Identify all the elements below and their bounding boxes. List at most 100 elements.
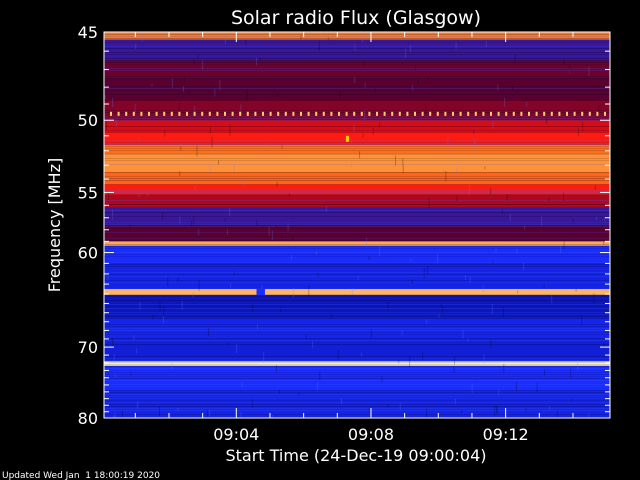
- dotted-line-mark: [497, 111, 500, 116]
- dotted-line-mark: [163, 111, 166, 116]
- dotted-line-mark: [186, 111, 188, 116]
- dotted-line-mark: [345, 111, 348, 116]
- frequency-band-10: [104, 184, 610, 196]
- dotted-line-mark: [543, 111, 546, 116]
- dotted-line-mark: [132, 111, 135, 116]
- y-axis: 45 50 55 60 70 80: [78, 23, 610, 428]
- dotted-line-mark: [193, 111, 196, 116]
- plot-area: [104, 32, 610, 418]
- dotted-line-mark: [596, 111, 599, 116]
- dotted-line-mark: [277, 111, 280, 116]
- dotted-line-mark: [474, 111, 477, 116]
- dotted-line-mark: [125, 111, 128, 116]
- x-axis-label: Start Time (24-Dec-19 09:00:04): [225, 446, 486, 465]
- x-axis: 09:04 09:08 09:12: [134, 32, 574, 444]
- band-gap: [256, 288, 265, 295]
- dotted-line-mark: [208, 111, 211, 116]
- dotted-line-mark: [558, 111, 561, 116]
- frequency-band-3: [104, 78, 610, 101]
- frequency-band-21: [104, 361, 610, 366]
- dotted-line-mark: [178, 111, 181, 116]
- frequency-band-7: [104, 144, 610, 154]
- frequency-band-1: [104, 39, 610, 61]
- dotted-line-mark: [239, 111, 242, 116]
- dotted-line-mark: [414, 111, 416, 116]
- dotted-line-mark: [406, 111, 409, 116]
- burst-spot: [345, 135, 349, 142]
- frequency-band-5: [104, 120, 610, 133]
- frequency-band-11: [104, 195, 610, 208]
- frequency-band-14: [104, 241, 610, 246]
- chart-title: Solar radio Flux (Glasgow): [231, 7, 481, 29]
- frequency-band-12: [104, 207, 610, 225]
- dotted-line-mark: [566, 111, 568, 116]
- frequency-band-13: [104, 225, 610, 242]
- y-tick-label: 45: [78, 23, 98, 42]
- dotted-line-mark: [505, 111, 508, 116]
- x-tick-label: 09:04: [213, 425, 259, 444]
- dotted-line-mark: [368, 111, 371, 116]
- dotted-line-mark: [398, 111, 401, 116]
- dotted-line-mark: [581, 111, 584, 116]
- frequency-band-23: [104, 391, 610, 418]
- dotted-line-mark: [224, 111, 226, 116]
- dotted-line-mark: [520, 111, 523, 116]
- dotted-line-mark: [588, 111, 591, 116]
- y-tick-label: 60: [78, 244, 98, 263]
- frequency-band-9: [104, 172, 610, 185]
- dotted-line-mark: [550, 111, 553, 116]
- dotted-line-mark: [254, 111, 257, 116]
- dotted-line-mark: [421, 111, 424, 116]
- frequency-band-22: [104, 365, 610, 392]
- dotted-line-mark: [148, 111, 150, 116]
- dotted-line-mark: [512, 111, 515, 116]
- dotted-line-mark: [292, 111, 295, 116]
- dotted-line-mark: [573, 111, 576, 116]
- y-tick-label: 80: [78, 409, 98, 428]
- x-tick-label: 09:08: [348, 425, 394, 444]
- dotted-line-mark: [391, 111, 394, 116]
- dotted-line-mark: [528, 111, 530, 116]
- dotted-line-mark: [338, 111, 340, 116]
- frequency-band-20: [104, 338, 610, 362]
- y-tick-label: 70: [78, 338, 98, 357]
- dotted-line-mark: [322, 111, 325, 116]
- dotted-line-mark: [604, 111, 606, 116]
- dotted-line-mark: [482, 111, 485, 116]
- dotted-line-mark: [262, 111, 264, 116]
- dotted-line-mark: [360, 111, 363, 116]
- dotted-line-mark: [315, 111, 318, 116]
- dotted-line-mark: [452, 111, 454, 116]
- dotted-line-mark: [201, 111, 204, 116]
- frequency-band-0: [104, 32, 610, 40]
- dotted-line-mark: [490, 111, 492, 116]
- frequency-band-2: [104, 60, 610, 79]
- dotted-line-mark: [269, 111, 272, 116]
- dotted-line-mark: [231, 111, 234, 116]
- dotted-line-mark: [246, 111, 249, 116]
- plot-frame: [103, 31, 611, 419]
- y-tick-label: 50: [78, 111, 98, 130]
- frequency-band-19: [104, 317, 610, 339]
- x-tick-label: 09:12: [483, 425, 529, 444]
- dotted-line-mark: [117, 111, 120, 116]
- frequency-band-8: [104, 153, 610, 173]
- dotted-line-mark: [330, 111, 333, 116]
- dotted-line-mark: [535, 111, 538, 116]
- dotted-line-mark: [436, 111, 439, 116]
- updated-timestamp: Updated Wed Jan 1 18:00:19 2020: [2, 471, 160, 480]
- dotted-line-mark: [284, 111, 287, 116]
- dotted-line-mark: [216, 111, 219, 116]
- y-tick-label: 55: [78, 183, 98, 202]
- y-axis-label: Frequency [MHz]: [45, 158, 64, 292]
- frequency-band-16: [104, 263, 610, 290]
- dotted-line-mark: [140, 111, 143, 116]
- dotted-line-mark: [170, 111, 173, 116]
- dotted-line-mark: [429, 111, 432, 116]
- frequency-band-18: [104, 294, 610, 318]
- dotted-line-mark: [383, 111, 386, 116]
- dotted-line-mark: [300, 111, 302, 116]
- dotted-line-mark: [467, 111, 470, 116]
- frequency-band-15: [104, 245, 610, 264]
